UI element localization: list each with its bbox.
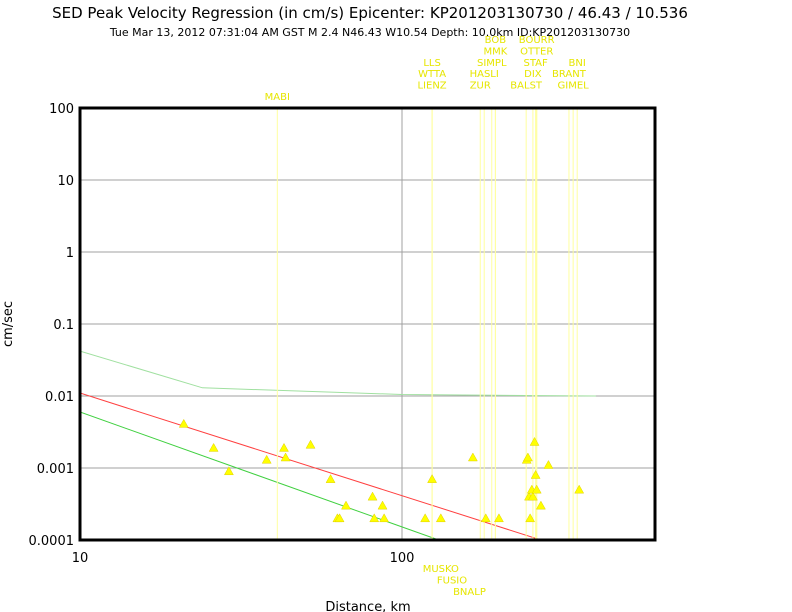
data-point: [574, 484, 585, 494]
station-label: BNALP: [453, 587, 486, 598]
station-label: LIENZ: [417, 81, 446, 92]
data-point: [427, 474, 438, 483]
chart-title: SED Peak Velocity Regression (in cm/s) E…: [52, 4, 688, 22]
data-point: [529, 436, 540, 446]
data-point: [525, 513, 536, 523]
data-point: [208, 442, 219, 452]
station-leader-lines: [276, 108, 578, 540]
data-point: [325, 474, 336, 483]
regression-lines: [80, 350, 596, 540]
y-tick-label: 10: [57, 174, 74, 189]
regression-line: [80, 392, 542, 540]
data-point: [467, 452, 478, 462]
data-point: [367, 491, 378, 501]
x-tick-label: 100: [390, 551, 415, 566]
x-axis-label: Distance, km: [325, 600, 410, 612]
station-label: BOURR: [519, 35, 555, 46]
station-label: HASLI: [470, 69, 499, 80]
chart-subtitle: Tue Mar 13, 2012 07:31:04 AM GST M 2.4 N…: [109, 26, 630, 39]
data-point: [369, 513, 380, 523]
station-label: LLS: [423, 58, 441, 69]
data-point: [535, 500, 546, 510]
y-tick-label: 0.01: [45, 390, 74, 405]
y-tick-label: 100: [49, 102, 74, 117]
data-point: [522, 452, 533, 462]
y-axis-label: cm/sec: [1, 301, 16, 347]
data-point: [261, 454, 272, 464]
data-point: [530, 469, 541, 479]
data-point: [279, 442, 289, 452]
y-tick-label: 0.001: [37, 462, 74, 477]
data-point: [223, 466, 234, 476]
station-label: BNI: [569, 58, 586, 69]
station-label: MMK: [483, 46, 507, 57]
station-label: DIX: [524, 69, 542, 80]
y-tick-label: 1: [66, 246, 74, 261]
station-label: BRANT: [552, 69, 587, 80]
station-label: BALST: [510, 81, 543, 92]
y-axis-ticks: 0.0001 0.001 0.01 0.1 1 10 100: [29, 102, 75, 549]
data-point: [494, 513, 504, 523]
station-label: STAF: [523, 58, 548, 69]
data-point: [527, 491, 538, 501]
data-point: [420, 513, 431, 523]
station-label: ZUR: [470, 81, 491, 92]
data-point: [280, 452, 291, 462]
data-point: [377, 500, 388, 510]
y-tick-label: 0.0001: [29, 534, 75, 549]
upper-line: [80, 350, 596, 397]
plot-area: [78, 106, 657, 542]
data-point: [334, 513, 345, 523]
data-point: [435, 513, 446, 523]
station-label: OTTER: [520, 46, 553, 57]
y-tick-label: 0.1: [53, 318, 74, 333]
data-point: [543, 460, 554, 469]
station-label: BOB: [485, 35, 507, 46]
data-point: [178, 418, 189, 428]
station-label: MABI: [265, 92, 290, 103]
station-label: WTTA: [418, 69, 446, 80]
x-axis-ticks: 10 100: [72, 551, 415, 566]
data-point: [341, 500, 351, 510]
station-label: FUSIO: [437, 575, 467, 586]
station-label: SIMPL: [477, 58, 507, 69]
lower-line: [80, 411, 439, 540]
data-points: [178, 418, 585, 523]
data-point: [531, 484, 542, 494]
data-point: [305, 439, 316, 449]
station-label: GIMEL: [558, 81, 590, 92]
data-point: [379, 513, 390, 523]
station-label: MUSKO: [423, 564, 459, 575]
plot-frame: [78, 106, 657, 542]
x-tick-label: 10: [72, 551, 89, 566]
data-point: [480, 513, 491, 523]
